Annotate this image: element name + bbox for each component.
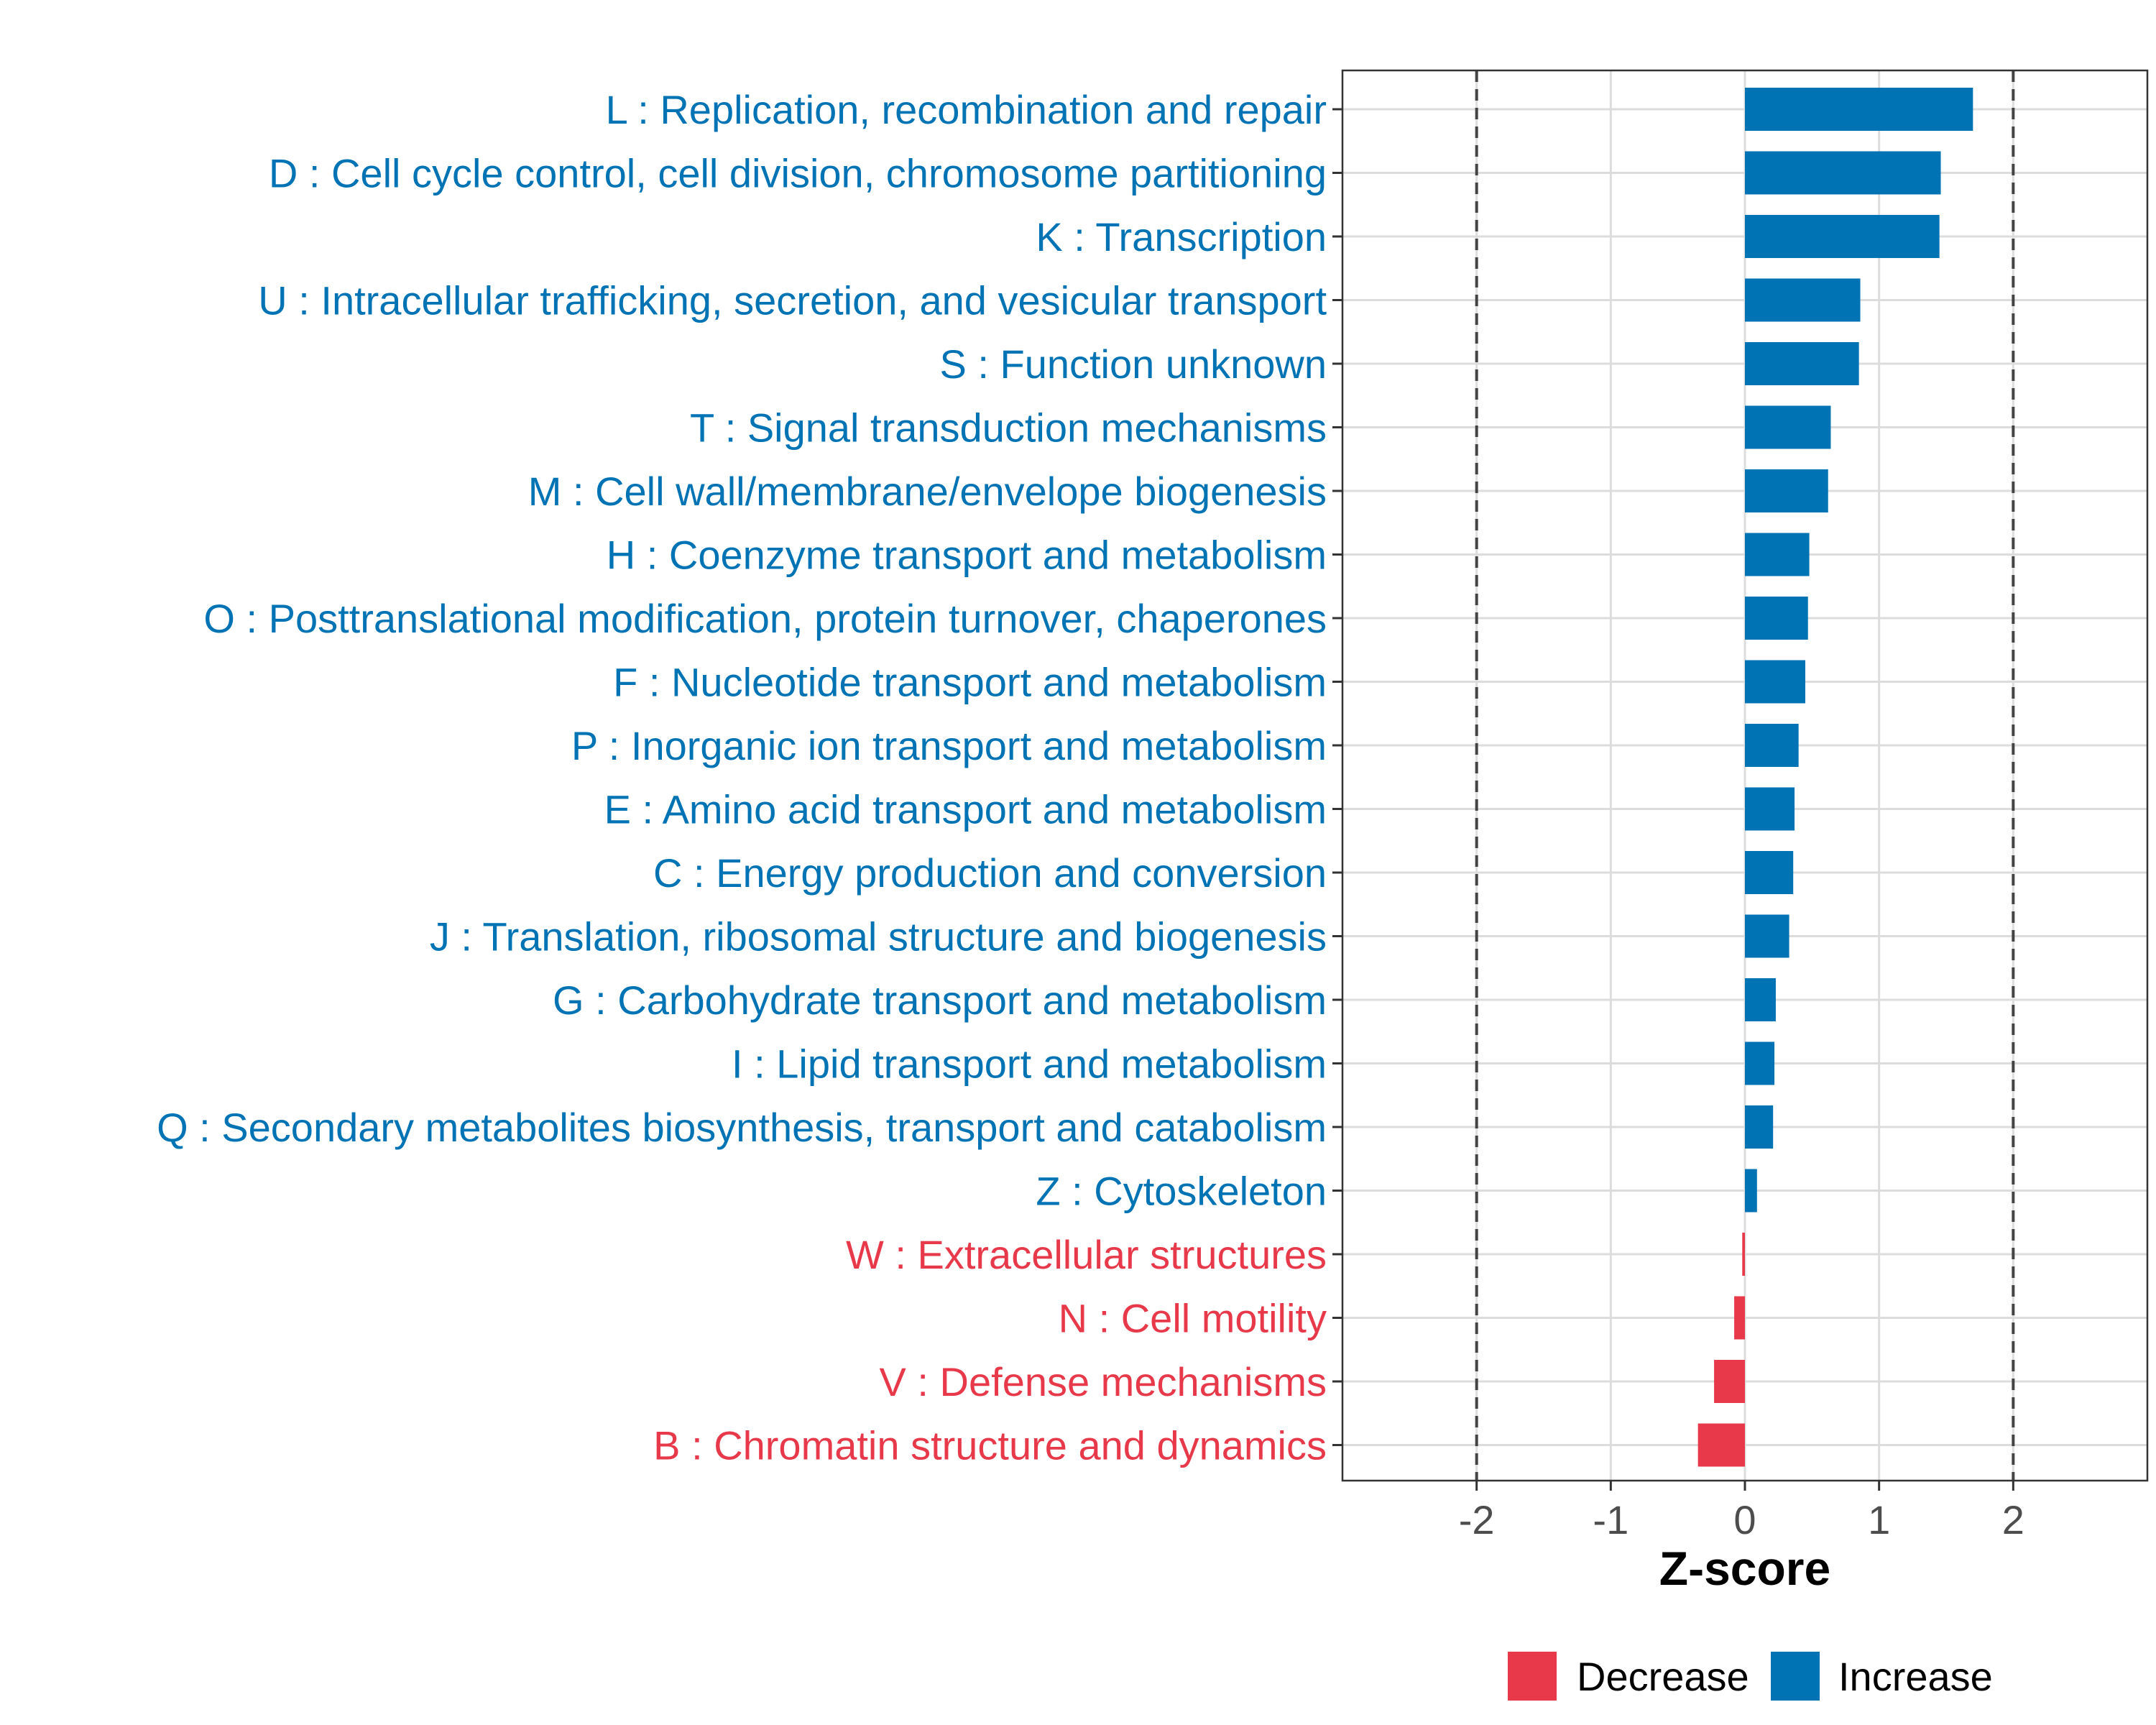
bar-8 <box>1745 597 1808 640</box>
y-axis-ticks <box>1332 108 1342 1446</box>
category-label-13: J : Translation, ribosomal structure and… <box>430 914 1327 960</box>
category-labels: L : Replication, recombination and repai… <box>157 87 1327 1468</box>
category-label-3: U : Intracellular trafficking, secretion… <box>258 278 1327 323</box>
bar-18 <box>1742 1233 1745 1276</box>
bar-10 <box>1745 724 1799 767</box>
bars <box>1697 88 1973 1467</box>
category-label-1: D : Cell cycle control, cell division, c… <box>269 151 1327 196</box>
bar-20 <box>1714 1360 1745 1403</box>
reference-lines <box>1475 70 2015 1481</box>
x-axis-ticks: -2 -1 0 1 2 <box>1459 1481 2024 1542</box>
bar-11 <box>1745 787 1795 831</box>
bar-5 <box>1745 405 1831 449</box>
bar-0 <box>1745 88 1973 131</box>
category-label-18: W : Extracellular structures <box>846 1232 1327 1277</box>
bar-12 <box>1745 851 1794 894</box>
bar-17 <box>1745 1169 1757 1213</box>
category-label-21: B : Chromatin structure and dynamics <box>653 1423 1327 1468</box>
category-label-6: M : Cell wall/membrane/envelope biogenes… <box>528 469 1327 514</box>
bar-16 <box>1745 1105 1774 1149</box>
x-tick-label-1: -1 <box>1593 1497 1628 1542</box>
category-label-8: O : Posttranslational modification, prot… <box>203 596 1327 641</box>
category-label-20: V : Defense mechanisms <box>880 1359 1327 1404</box>
x-tick-label-2: 0 <box>1733 1497 1756 1542</box>
bar-21 <box>1697 1423 1745 1467</box>
bar-6 <box>1745 469 1828 512</box>
x-tick-label-4: 2 <box>2002 1497 2024 1542</box>
bar-13 <box>1745 914 1789 958</box>
legend-label-decrease: Decrease <box>1577 1654 1749 1699</box>
category-label-15: I : Lipid transport and metabolism <box>732 1041 1327 1087</box>
legend-swatch-increase <box>1771 1652 1820 1701</box>
category-label-16: Q : Secondary metabolites biosynthesis, … <box>157 1105 1327 1150</box>
category-label-4: S : Function unknown <box>939 341 1327 387</box>
category-label-10: P : Inorganic ion transport and metaboli… <box>571 723 1327 768</box>
bar-14 <box>1745 978 1776 1021</box>
bar-9 <box>1745 660 1805 704</box>
x-axis-title: Z-score <box>1659 1542 1830 1595</box>
category-label-9: F : Nucleotide transport and metabolism <box>613 660 1327 705</box>
category-label-2: K : Transcription <box>1036 214 1327 259</box>
x-tick-label-0: -2 <box>1459 1497 1495 1542</box>
bar-2 <box>1745 215 1940 258</box>
bar-15 <box>1745 1041 1775 1085</box>
legend-swatch-decrease <box>1508 1652 1557 1701</box>
category-label-0: L : Replication, recombination and repai… <box>606 87 1327 132</box>
category-label-7: H : Coenzyme transport and metabolism <box>607 533 1327 578</box>
bar-19 <box>1734 1296 1745 1340</box>
category-label-14: G : Carbohydrate transport and metabolis… <box>553 978 1327 1023</box>
bar-3 <box>1745 278 1861 322</box>
category-label-5: T : Signal transduction mechanisms <box>690 405 1327 451</box>
category-label-12: C : Energy production and conversion <box>653 850 1327 896</box>
legend: Decrease Increase <box>1508 1652 1993 1701</box>
category-label-17: Z : Cytoskeleton <box>1036 1169 1327 1214</box>
category-label-19: N : Cell motility <box>1059 1296 1327 1341</box>
category-label-11: E : Amino acid transport and metabolism <box>604 787 1327 832</box>
bar-1 <box>1745 151 1941 195</box>
x-tick-label-3: 1 <box>1868 1497 1890 1542</box>
legend-label-increase: Increase <box>1838 1654 1993 1699</box>
bar-4 <box>1745 342 1859 385</box>
bar-7 <box>1745 533 1810 576</box>
